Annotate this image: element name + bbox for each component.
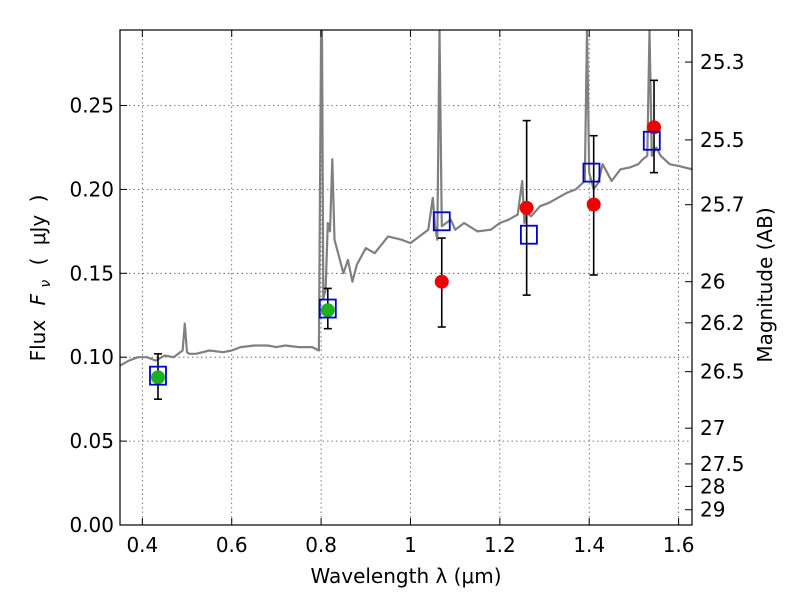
red-data-point bbox=[647, 120, 662, 135]
x-tick-label: 0.4 bbox=[126, 533, 158, 557]
y-label-nu: ν bbox=[38, 280, 54, 288]
y-label-flux: Flux bbox=[26, 320, 50, 362]
x-tick-label: 1 bbox=[404, 533, 417, 557]
model-square-marker bbox=[519, 224, 538, 245]
x-axis-label: Wavelength λ (μm) bbox=[310, 564, 501, 588]
x-tick-label: 1.6 bbox=[663, 533, 695, 557]
model-spectrum-layer bbox=[120, 30, 692, 367]
grid-lines bbox=[120, 30, 692, 526]
model-square-marker bbox=[432, 211, 451, 232]
point-layer bbox=[149, 120, 662, 386]
model-square-marker bbox=[582, 162, 601, 183]
model-square-marker bbox=[642, 130, 661, 151]
y-axis-label-right: Magnitude (AB) bbox=[753, 207, 777, 362]
y-axis-label-left: Flux F ν ( μJy ) bbox=[26, 195, 55, 362]
y-tick-label: 0.05 bbox=[69, 429, 114, 453]
model-square-marker bbox=[149, 365, 167, 386]
green-data-point bbox=[320, 303, 335, 318]
x-tick-label: 1.2 bbox=[484, 533, 516, 557]
magnitude-tick-label: 29 bbox=[700, 498, 725, 522]
model-square-marker bbox=[318, 298, 337, 319]
red-data-point bbox=[586, 197, 601, 212]
magnitude-tick-label: 27 bbox=[700, 416, 725, 440]
y-tick-label: 0.10 bbox=[69, 345, 114, 369]
y-label-open-paren: ( bbox=[26, 258, 50, 266]
y-tick-label: 0.15 bbox=[69, 261, 114, 285]
tick-layer: 0.4 0.6 0.8 1 1.2 1.4 1.6 0.00 0.05 0.10 0.15 0.20 0… bbox=[69, 30, 745, 557]
green-data-point bbox=[150, 370, 165, 385]
y-tick-label: 0.00 bbox=[69, 513, 114, 537]
magnitude-tick-label: 28 bbox=[700, 474, 725, 498]
y-tick-label: 0.25 bbox=[69, 94, 114, 118]
red-data-point bbox=[519, 200, 534, 215]
magnitude-tick-label: 27.5 bbox=[700, 452, 745, 476]
red-data-point bbox=[434, 274, 449, 289]
x-tick-label: 0.6 bbox=[216, 533, 248, 557]
magnitude-tick-label: 26.5 bbox=[700, 360, 745, 384]
y-label-close-paren: ) bbox=[26, 195, 50, 203]
y-tick-label: 0.20 bbox=[69, 177, 114, 201]
plot-frame bbox=[119, 29, 693, 526]
model-spectrum-line bbox=[120, 30, 692, 367]
y-label-unit: μJy bbox=[26, 215, 50, 246]
magnitude-tick-label: 26.2 bbox=[700, 311, 745, 335]
magnitude-tick-label: 25.3 bbox=[700, 50, 745, 74]
magnitude-tick-label: 25.7 bbox=[700, 193, 745, 217]
x-tick-label: 1.4 bbox=[573, 533, 605, 557]
magnitude-tick-label: 25.5 bbox=[700, 128, 745, 152]
magnitude-tick-label: 26 bbox=[700, 270, 725, 294]
y-label-f: F bbox=[26, 293, 50, 305]
x-tick-label: 0.8 bbox=[305, 533, 337, 557]
